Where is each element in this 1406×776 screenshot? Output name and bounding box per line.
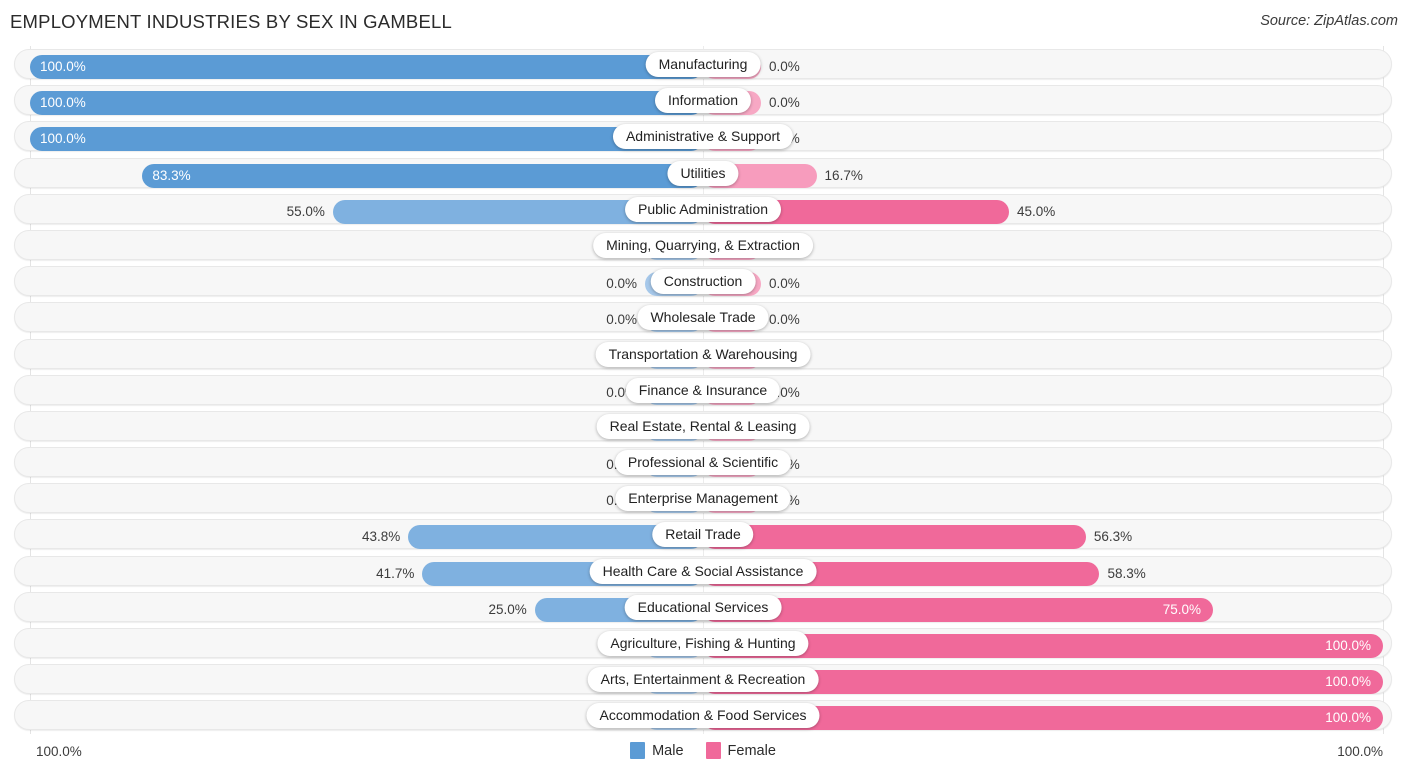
header: EMPLOYMENT INDUSTRIES BY SEX IN GAMBELL … [0, 0, 1406, 46]
male-value-label: 0.0% [0, 453, 637, 477]
male-value-label: 0.0% [0, 345, 637, 369]
source-attribution: Source: ZipAtlas.com [1260, 13, 1398, 29]
category-label[interactable]: Arts, Entertainment & Recreation [587, 667, 819, 693]
chart-row: 0.0%100.0%Agriculture, Fishing & Hunting [0, 625, 1406, 661]
category-label[interactable]: Enterprise Management [615, 486, 791, 512]
female-value-label: 0.0% [769, 95, 800, 111]
chart-row: 41.7% 58.3% Health Care & Social Assistanc… [0, 553, 1406, 589]
female-value-label: 100.0% [1325, 710, 1371, 726]
male-bar[interactable] [30, 127, 703, 152]
category-label[interactable]: Mining, Quarrying, & Extraction [593, 232, 813, 258]
chart-row: 0.0%0.0%Transportation & Warehousing [0, 336, 1406, 372]
male-value-label: 41.7% [376, 565, 415, 581]
chart-row: 0.0%100.0%Arts, Entertainment & Recreati… [0, 661, 1406, 697]
female-bar[interactable] [703, 597, 1213, 622]
chart-row: 0.0%0.0%Real Estate, Rental & Leasing [0, 408, 1406, 444]
female-value-label: 0.0% [769, 59, 800, 74]
legend-label-male: Male [652, 742, 684, 759]
male-value-label: 0.0% [606, 312, 637, 328]
category-label[interactable]: Health Care & Social Assistance [589, 558, 817, 584]
category-label[interactable]: Information [654, 88, 752, 114]
legend-item-female[interactable]: Female [705, 742, 776, 759]
chart-row: 43.8% 56.3% Retail Trade [0, 516, 1406, 552]
female-value-label: 100.0% [1325, 638, 1371, 653]
chart-row: 0.0%0.0%Professional & Scientific [0, 444, 1406, 480]
male-value-label: 0.0% [606, 276, 637, 292]
category-label[interactable]: Professional & Scientific [614, 450, 792, 476]
legend-swatch-female [705, 742, 721, 759]
male-bar[interactable] [30, 55, 703, 79]
category-label[interactable]: Accommodation & Food Services [586, 703, 820, 729]
chart-row: 55.0% 45.0% Public Administration [0, 191, 1406, 227]
male-value-label: 0.0% [606, 384, 637, 400]
chart-row: 0.0%0.0%Enterprise Management [0, 480, 1406, 516]
chart-row: 0.0%0.0%Mining, Quarrying, & Extraction [0, 227, 1406, 263]
category-label[interactable]: Finance & Insurance [625, 377, 781, 403]
female-value-label: 0.0% [769, 312, 800, 328]
male-value-label: 83.3% [152, 167, 191, 183]
female-bar[interactable] [703, 634, 1383, 658]
female-value-label: 16.7% [824, 167, 863, 183]
male-bar[interactable] [142, 163, 703, 188]
female-value-label: 75.0% [1162, 601, 1201, 617]
chart-row: 0.0%100.0%Accommodation & Food Services [0, 697, 1406, 733]
category-label[interactable]: Transportation & Warehousing [595, 341, 811, 367]
male-value-label: 55.0% [286, 203, 325, 219]
category-label[interactable]: Public Administration [625, 196, 781, 222]
chart-row: 0.0% 0.0% Finance & Insurance [0, 372, 1406, 408]
chart-footer: 100.0% 100.0% Male Female [0, 734, 1406, 776]
chart-row: 100.0% 0.0% Information [0, 82, 1406, 118]
male-value-label: 25.0% [488, 601, 527, 617]
axis-label-right: 100.0% [1337, 744, 1383, 759]
category-label[interactable]: Retail Trade [652, 522, 754, 548]
male-bar[interactable] [30, 91, 703, 116]
category-label[interactable]: Agriculture, Fishing & Hunting [597, 631, 809, 656]
category-label[interactable]: Construction [650, 269, 756, 295]
category-label[interactable]: Wholesale Trade [637, 305, 769, 331]
axis-label-left: 100.0% [36, 744, 82, 759]
chart-legend: Male Female [0, 742, 1406, 759]
female-value-label: 56.3% [1093, 529, 1133, 545]
male-value-label: 0.0% [0, 489, 637, 513]
diverging-bar-chart: 100.0% 0.0% Manufacturing 100.0% 0.0% Informa… [0, 46, 1406, 734]
legend-label-female: Female [727, 742, 776, 759]
male-value-label: 0.0% [0, 236, 637, 260]
category-label[interactable]: Real Estate, Rental & Leasing [596, 413, 810, 439]
legend-swatch-male [630, 742, 646, 759]
chart-rows: 100.0% 0.0% Manufacturing 100.0% 0.0% Informa… [0, 46, 1406, 734]
female-value-label: 45.0% [1017, 203, 1056, 219]
male-value-label: 0.0% [0, 417, 637, 441]
chart-row: 100.0% 0.0% Manufacturing [0, 46, 1406, 82]
male-value-label: 43.8% [361, 529, 401, 545]
female-bar[interactable] [703, 525, 1086, 550]
male-value-label: 100.0% [40, 131, 86, 147]
female-value-label: 100.0% [1325, 674, 1371, 690]
legend-item-male[interactable]: Male [630, 742, 684, 759]
chart-row: 83.3% 16.7% Utilities [0, 155, 1406, 191]
male-value-label: 100.0% [40, 95, 86, 111]
category-label[interactable]: Educational Services [624, 594, 782, 620]
female-value-label: 58.3% [1107, 565, 1146, 581]
chart-row: 25.0% 75.0% Educational Services [0, 589, 1406, 625]
chart-row: 100.0%0.0%Administrative & Support [0, 118, 1406, 154]
chart-row: 0.0% 0.0% Construction [0, 263, 1406, 299]
page-title: EMPLOYMENT INDUSTRIES BY SEX IN GAMBELL [10, 11, 452, 32]
category-label[interactable]: Manufacturing [645, 52, 761, 77]
category-label[interactable]: Utilities [667, 160, 739, 186]
female-value-label: 0.0% [769, 276, 800, 292]
chart-row: 0.0% 0.0% Wholesale Trade [0, 299, 1406, 335]
category-label[interactable]: Administrative & Support [612, 124, 794, 150]
male-value-label: 100.0% [40, 59, 86, 74]
